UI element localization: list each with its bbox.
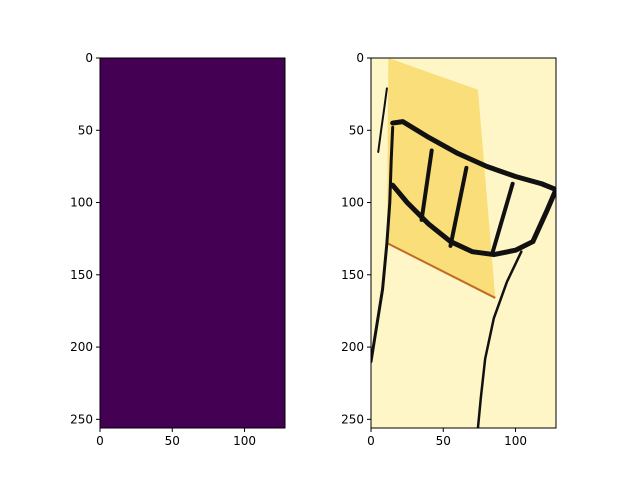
bottom-arc-stroke — [390, 182, 536, 258]
left-y-tick-label: 0 — [85, 51, 93, 65]
vertical-stroke-3 — [490, 181, 515, 256]
right-axes-frame — [370, 57, 557, 429]
top-arc-stroke — [390, 119, 556, 193]
left-image-field — [100, 58, 285, 428]
right-x-tick-label: 50 — [436, 434, 451, 448]
right-edge-line — [386, 242, 496, 299]
left-tick-stroke — [377, 87, 388, 153]
vertical-stroke-1 — [419, 148, 434, 222]
right-highlight-region — [386, 58, 496, 298]
right-y-tick-label: 200 — [341, 340, 364, 354]
left-x-tick-label: 100 — [233, 434, 256, 448]
left-border-stroke — [371, 125, 395, 364]
left-image-panel: 0 50 100 0 50 100 150 200 250 — [70, 51, 286, 448]
right-y-tick-label: 50 — [349, 123, 364, 137]
left-y-tick-label: 200 — [70, 340, 93, 354]
left-x-tick-label: 50 — [165, 434, 180, 448]
right-image-panel: 0 50 100 0 50 100 150 200 250 — [341, 51, 557, 448]
right-y-tick-label: 250 — [341, 412, 364, 426]
left-y-tick-label: 100 — [70, 196, 93, 210]
left-x-tick-label: 0 — [96, 434, 104, 448]
left-y-tick-label: 50 — [78, 123, 93, 137]
right-y-tick-label: 150 — [341, 268, 364, 282]
right-edge-stroke — [530, 187, 556, 245]
vertical-stroke-2 — [448, 165, 469, 248]
right-y-tick-label: 0 — [356, 51, 364, 65]
right-x-tick-label: 0 — [367, 434, 375, 448]
right-image-content — [371, 58, 556, 428]
left-axes-frame — [99, 57, 286, 429]
lower-right-curve-stroke — [476, 250, 523, 428]
left-y-tick-label: 150 — [70, 268, 93, 282]
right-y-tick-label: 100 — [341, 196, 364, 210]
right-x-tick-label: 100 — [504, 434, 527, 448]
left-y-tick-label: 250 — [70, 412, 93, 426]
